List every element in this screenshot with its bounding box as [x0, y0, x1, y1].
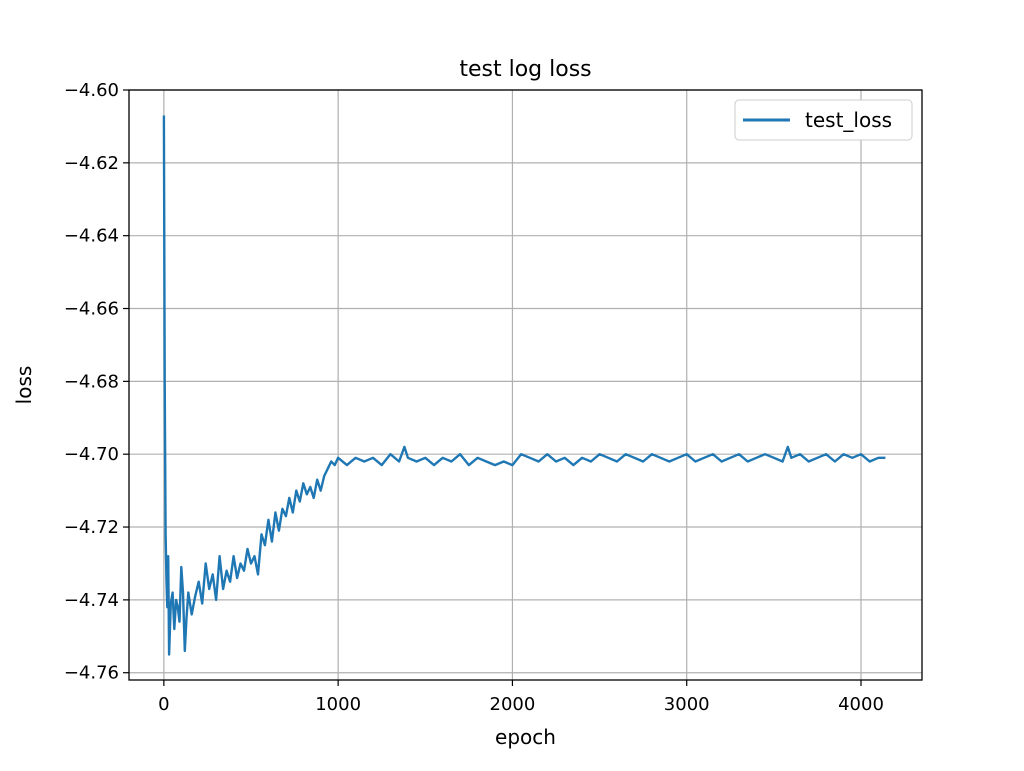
y-tick-label: −4.70 [64, 444, 119, 465]
x-axis: 0 1000 2000 3000 4000 [158, 680, 884, 715]
plot-frame [128, 89, 923, 681]
chart-title: test log loss [459, 57, 591, 82]
x-tick-label: 4000 [838, 694, 884, 715]
y-tick-label: −4.76 [64, 663, 119, 684]
y-axis-label: loss [12, 366, 36, 405]
x-tick-label: 3000 [664, 694, 710, 715]
y-tick-label: −4.62 [64, 153, 119, 174]
series-line-test-loss [162, 115, 886, 656]
y-tick-label: −4.68 [64, 371, 119, 392]
x-tick-label: 0 [158, 694, 169, 715]
y-axis: −4.60 −4.62 −4.64 −4.66 −4.68 −4.70 −4.72 −4.74… [64, 80, 129, 684]
x-tick-label: 1000 [315, 694, 361, 715]
y-tick-label: −4.64 [64, 226, 119, 247]
legend: test_loss [734, 99, 913, 141]
y-tick-label: −4.74 [64, 590, 119, 611]
y-tick-label: −4.60 [64, 80, 119, 101]
series-lines [162, 115, 886, 656]
legend-label-test-loss: test_loss [805, 108, 892, 132]
x-tick-label: 2000 [490, 694, 536, 715]
legend-box [734, 99, 913, 141]
plot-area [129, 90, 922, 680]
y-tick-label: −4.66 [64, 299, 119, 320]
y-tick-label: −4.72 [64, 517, 119, 538]
x-axis-label: epoch [495, 725, 556, 749]
